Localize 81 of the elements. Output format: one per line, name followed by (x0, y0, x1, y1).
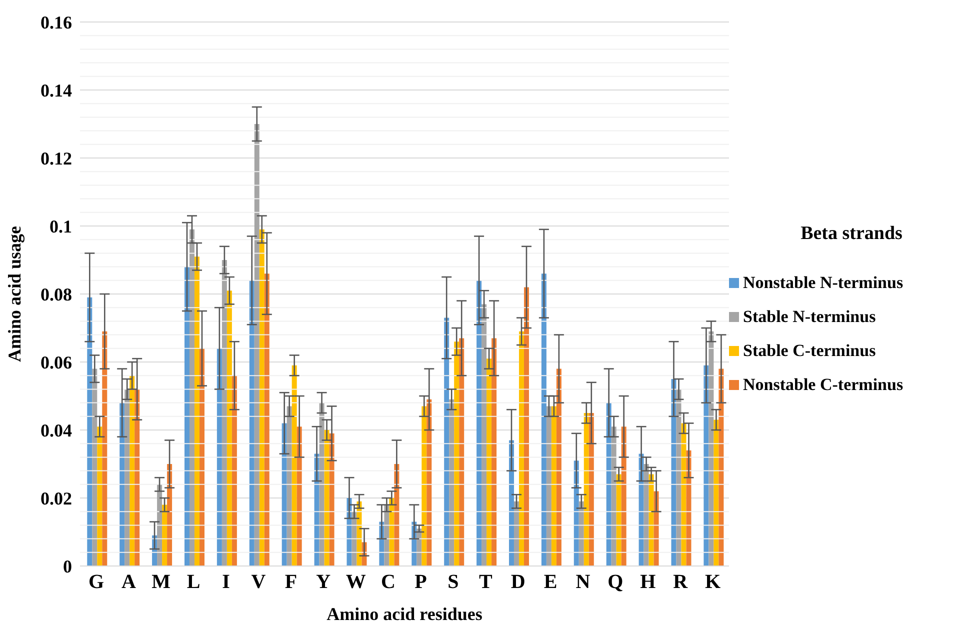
bar (449, 399, 454, 566)
x-tick-label: S (448, 571, 459, 594)
y-tick-label: 0.1 (50, 216, 72, 236)
y-axis-title: Amino acid usage (4, 226, 24, 362)
bar (459, 338, 464, 566)
y-tick-label: 0.02 (40, 488, 72, 508)
bar (92, 368, 98, 566)
x-tick-label: R (673, 571, 688, 594)
bar (546, 406, 552, 566)
bar (130, 376, 135, 566)
bar (518, 331, 524, 566)
bar (319, 402, 324, 566)
y-tick-label: 0.16 (40, 12, 72, 32)
bar (556, 368, 562, 566)
x-tick-label: Y (316, 571, 332, 594)
bar (254, 124, 260, 566)
y-tick-label: 0.06 (40, 352, 72, 372)
bar (134, 389, 140, 566)
x-tick-label: V (251, 571, 266, 594)
bar (444, 318, 450, 566)
bar (226, 290, 232, 566)
bar (486, 358, 492, 566)
x-tick-label: D (510, 571, 526, 594)
bar (216, 348, 222, 566)
bar (492, 338, 497, 566)
bar (648, 474, 654, 566)
y-tick-label: 0.12 (40, 148, 72, 168)
x-tick-label: A (121, 571, 136, 594)
bar (422, 406, 427, 566)
x-tick-label: W (346, 571, 366, 594)
legend-label: Stable C-terminus (743, 341, 876, 361)
y-tick-label: 0 (63, 556, 72, 576)
bar (264, 274, 270, 566)
x-tick-label: E (544, 571, 558, 594)
x-tick-label: Q (608, 571, 624, 594)
x-axis-title: Amino acid residues (326, 604, 482, 624)
bar (97, 426, 102, 566)
bar (454, 342, 460, 566)
bar (551, 406, 556, 566)
bar (676, 389, 682, 566)
bar (616, 474, 622, 566)
y-tick-label: 0.08 (40, 284, 72, 304)
x-tick-label: F (284, 571, 298, 594)
bar (324, 430, 330, 566)
bar (292, 365, 297, 566)
bar (524, 287, 529, 566)
bar (199, 348, 204, 566)
bar (714, 420, 719, 566)
x-tick-label: I (222, 571, 230, 594)
legend-title: Beta strands (800, 223, 904, 245)
x-tick-label: T (478, 571, 493, 594)
bar (259, 229, 264, 566)
bar (482, 304, 487, 566)
bar (232, 376, 237, 566)
x-tick-label: C (381, 571, 396, 594)
bar (644, 464, 649, 566)
legend-label: Stable N-terminus (743, 307, 876, 327)
bar (162, 504, 168, 566)
bar (222, 260, 227, 566)
bar (541, 274, 546, 566)
bar (194, 256, 200, 566)
bar (681, 423, 686, 566)
x-tick-label: L (186, 571, 200, 594)
y-tick-label: 0.14 (40, 80, 72, 100)
bar (189, 229, 194, 566)
x-tick-label: M (152, 571, 171, 594)
bar (124, 389, 130, 566)
bar (286, 406, 292, 566)
x-tick-label: P (414, 571, 427, 594)
bar (184, 266, 190, 566)
bar (584, 413, 589, 566)
bar (708, 331, 714, 566)
legend-label: Nonstable C-terminus (743, 375, 904, 395)
x-tick-label: K (704, 571, 721, 594)
y-tick-label: 0.04 (40, 420, 72, 440)
x-tick-label: G (88, 571, 104, 594)
x-tick-label: N (576, 571, 591, 594)
bar (611, 426, 616, 566)
bar (476, 280, 482, 566)
x-tick-label: H (640, 571, 656, 594)
legend-label: Nonstable N-terminus (743, 273, 904, 293)
